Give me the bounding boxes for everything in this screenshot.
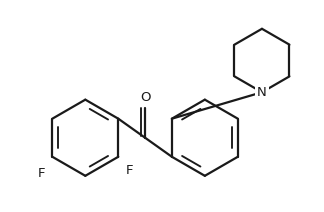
Text: F: F — [38, 167, 45, 180]
Text: F: F — [126, 164, 133, 177]
Text: O: O — [140, 91, 151, 105]
Text: N: N — [257, 86, 267, 99]
